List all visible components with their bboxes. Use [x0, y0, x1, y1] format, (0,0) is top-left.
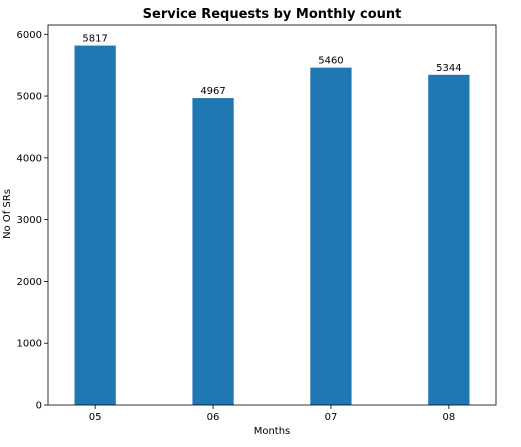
y-tick-label: 2000	[17, 277, 42, 288]
chart-title: Service Requests by Monthly count	[143, 7, 402, 22]
x-axis-label: Months	[254, 426, 291, 437]
data-label-08: 5344	[436, 63, 461, 74]
y-tick-label: 1000	[17, 339, 42, 350]
y-axis-ticks: 0 1000 2000 3000 4000 5000 6000	[17, 30, 48, 412]
x-tick-label: 06	[207, 412, 220, 423]
data-label-06: 4967	[200, 86, 225, 97]
data-label-07: 5460	[318, 56, 343, 67]
data-labels-group: 5817 4967 5460 5344	[82, 34, 461, 98]
y-axis-label: No Of SRs	[2, 189, 13, 239]
plot-area-frame	[47, 24, 497, 406]
x-tick-label: 05	[89, 412, 102, 423]
x-tick-label: 08	[442, 412, 455, 423]
data-label-05: 5817	[82, 34, 107, 45]
y-tick-label: 0	[36, 401, 42, 412]
x-tick-label: 07	[325, 412, 338, 423]
y-tick-label: 3000	[17, 215, 42, 226]
bar-07	[310, 67, 352, 405]
bar-06	[192, 98, 234, 405]
y-tick-label: 6000	[17, 30, 42, 41]
bar-08	[428, 74, 470, 405]
bar-05	[74, 45, 116, 405]
y-tick-label: 4000	[17, 153, 42, 164]
bars-group	[74, 45, 470, 405]
y-tick-label: 5000	[17, 92, 42, 103]
x-axis-ticks: 05 06 07 08	[89, 405, 455, 423]
